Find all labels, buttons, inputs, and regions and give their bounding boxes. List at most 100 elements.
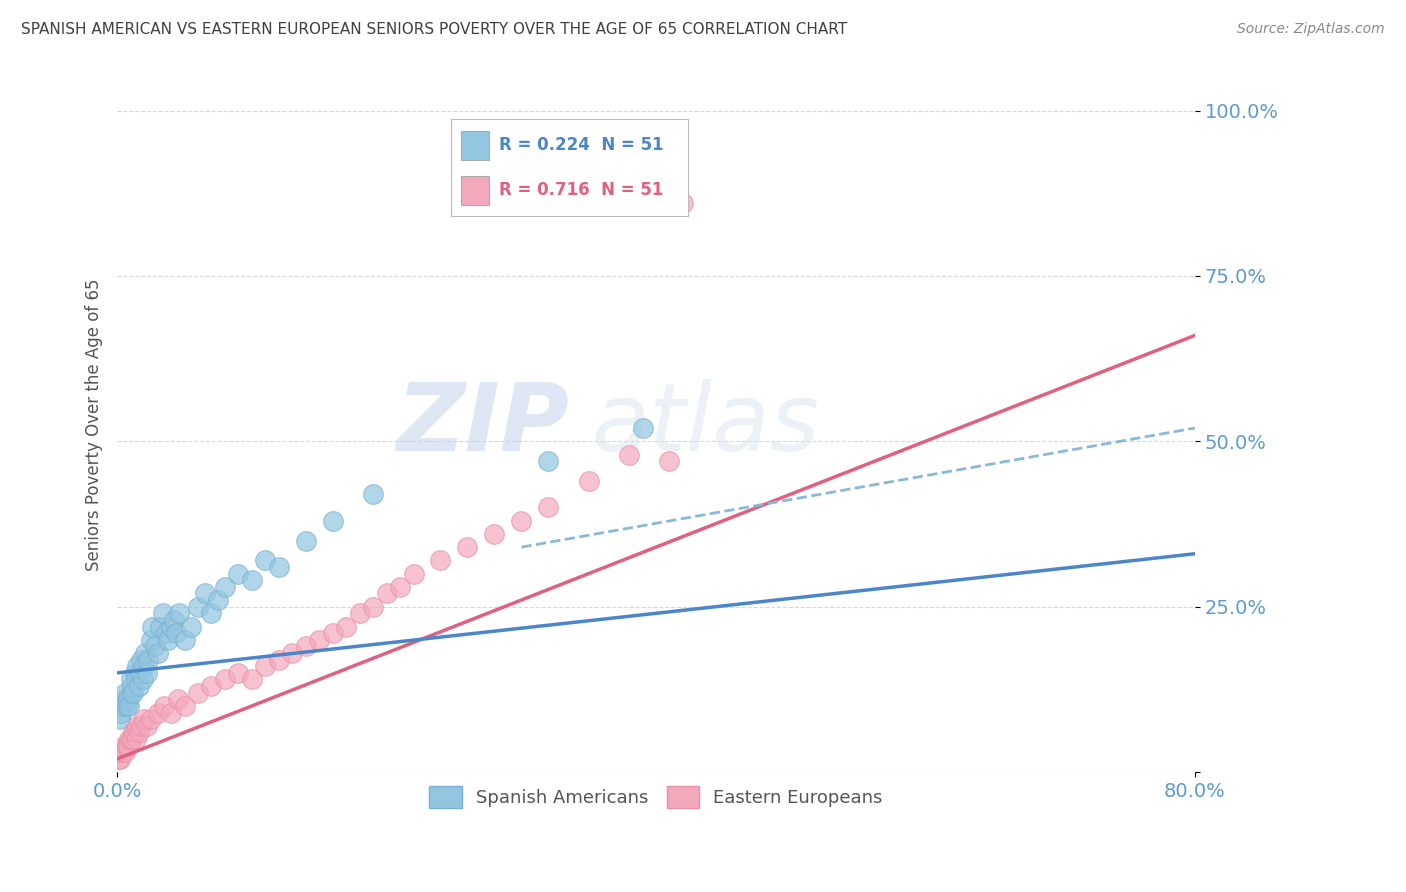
Point — [187, 686, 209, 700]
Point — [214, 580, 236, 594]
Point — [125, 731, 148, 746]
Point — [134, 712, 156, 726]
Point — [173, 632, 195, 647]
Point — [135, 719, 157, 733]
Point — [180, 619, 202, 633]
Point — [166, 626, 188, 640]
Point — [128, 725, 150, 739]
Point — [537, 500, 560, 515]
Point — [484, 527, 506, 541]
Point — [111, 698, 134, 713]
Point — [322, 626, 344, 640]
Point — [429, 553, 451, 567]
Point — [157, 632, 180, 647]
Point — [146, 706, 169, 720]
Point — [160, 619, 183, 633]
Point — [322, 514, 344, 528]
Point — [537, 454, 560, 468]
Point — [114, 686, 136, 700]
Point — [402, 566, 425, 581]
Y-axis label: Seniors Poverty Over the Age of 65: Seniors Poverty Over the Age of 65 — [86, 278, 103, 571]
Point — [120, 686, 142, 700]
Point — [118, 698, 141, 713]
Point — [134, 659, 156, 673]
Point — [153, 698, 176, 713]
Point — [194, 586, 217, 600]
Point — [149, 619, 172, 633]
Point — [120, 673, 142, 687]
Point — [139, 632, 162, 647]
Point — [207, 593, 229, 607]
Point — [200, 679, 222, 693]
Point — [125, 673, 148, 687]
Point — [122, 686, 145, 700]
Point — [456, 540, 478, 554]
Point — [267, 560, 290, 574]
Point — [124, 665, 146, 680]
Point — [122, 725, 145, 739]
Point — [214, 673, 236, 687]
Point — [136, 652, 159, 666]
Point — [510, 514, 533, 528]
Point — [132, 673, 155, 687]
Point — [361, 599, 384, 614]
Point — [112, 739, 135, 753]
Point — [267, 652, 290, 666]
Point — [167, 607, 190, 621]
Point — [131, 719, 153, 733]
Point — [349, 607, 371, 621]
Point — [141, 619, 163, 633]
Text: SPANISH AMERICAN VS EASTERN EUROPEAN SENIORS POVERTY OVER THE AGE OF 65 CORRELAT: SPANISH AMERICAN VS EASTERN EUROPEAN SEN… — [21, 22, 848, 37]
Point — [128, 679, 150, 693]
Point — [375, 586, 398, 600]
Point — [108, 712, 131, 726]
Point — [294, 533, 316, 548]
Text: atlas: atlas — [592, 379, 820, 470]
Point — [155, 626, 177, 640]
Point — [617, 448, 640, 462]
Point — [117, 739, 139, 753]
Point — [166, 692, 188, 706]
Point — [658, 454, 681, 468]
Point — [111, 745, 134, 759]
Point — [115, 739, 138, 753]
Point — [672, 196, 695, 211]
Point — [578, 474, 600, 488]
Point — [173, 698, 195, 713]
Point — [389, 580, 412, 594]
Point — [281, 646, 304, 660]
Point — [143, 640, 166, 654]
Point — [107, 752, 129, 766]
Point — [254, 659, 277, 673]
Legend: Spanish Americans, Eastern Europeans: Spanish Americans, Eastern Europeans — [422, 779, 890, 815]
Point — [114, 745, 136, 759]
Point — [124, 725, 146, 739]
Point — [127, 659, 149, 673]
Point — [240, 673, 263, 687]
Point — [187, 599, 209, 614]
Point — [139, 712, 162, 726]
Point — [335, 619, 357, 633]
Point — [121, 731, 143, 746]
Point — [110, 745, 132, 759]
Point — [131, 652, 153, 666]
Point — [117, 692, 139, 706]
Point — [129, 665, 152, 680]
Point — [152, 607, 174, 621]
Point — [308, 632, 330, 647]
Point — [160, 706, 183, 720]
Text: ZIP: ZIP — [396, 379, 569, 471]
Point — [135, 665, 157, 680]
Point — [115, 698, 138, 713]
Point — [361, 487, 384, 501]
Point — [112, 692, 135, 706]
Point — [118, 731, 141, 746]
Point — [127, 719, 149, 733]
Point — [110, 706, 132, 720]
Point — [294, 640, 316, 654]
Point — [254, 553, 277, 567]
Point — [121, 679, 143, 693]
Point — [200, 607, 222, 621]
Point — [240, 573, 263, 587]
Point — [228, 665, 250, 680]
